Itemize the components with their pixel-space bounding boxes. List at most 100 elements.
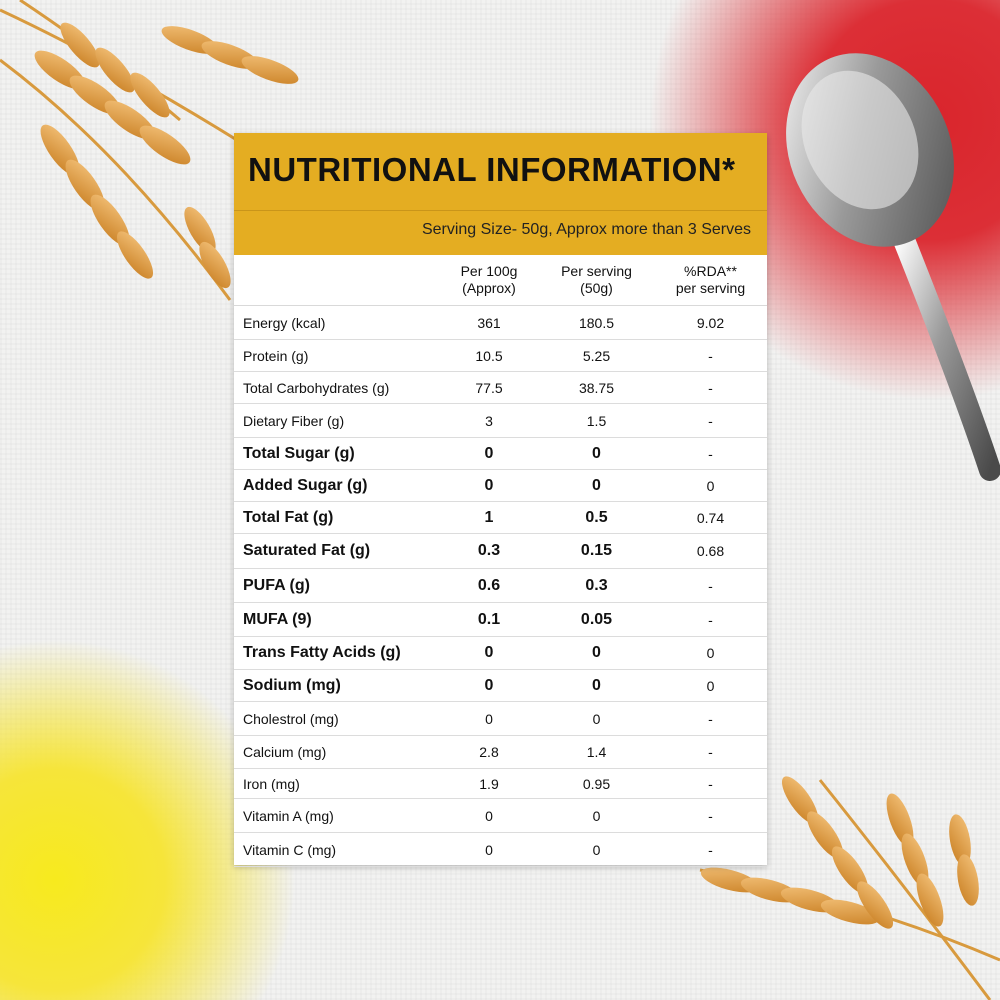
header-per-serving-label: Per serving <box>561 263 632 279</box>
nutrient-name: Calcium (mg) <box>234 735 439 769</box>
value-per-100g: 77.5 <box>439 371 539 404</box>
value-per-serving: 0.95 <box>539 768 654 799</box>
table-row: Energy (kcal) 361 180.5 9.02 <box>234 305 767 340</box>
value-per-100g: 10.5 <box>439 339 539 372</box>
value-per-100g: 0.1 <box>439 602 539 637</box>
value-per-100g: 0 <box>439 469 539 502</box>
value-per-serving: 0.05 <box>539 602 654 637</box>
wheat-icon <box>0 0 331 301</box>
table-row: MUFA (9) 0.1 0.05- <box>234 602 767 637</box>
nutrient-name: Vitamin A (mg) <box>234 798 439 833</box>
value-per-serving: 0 <box>539 669 654 702</box>
nutrient-name: Trans Fatty Acids (g) <box>234 636 439 670</box>
value-per-serving: 38.75 <box>539 371 654 404</box>
table-row: Saturated Fat (g) 0.3 0.15 0.68 <box>234 533 767 569</box>
value-per-100g: 361 <box>439 305 539 340</box>
value-per-100g: 0 <box>439 701 539 736</box>
wheat-icon <box>699 776 1000 1000</box>
header-nutrient <box>234 255 439 306</box>
table-row: Cholestrol (mg) 0 0- <box>234 701 767 736</box>
value-per-serving: 5.25 <box>539 339 654 372</box>
header-per-serving-sub: (50g) <box>580 280 613 296</box>
nutrient-name: PUFA (g) <box>234 568 439 603</box>
nutrient-name: Saturated Fat (g) <box>234 533 439 569</box>
nutrient-name: Total Fat (g) <box>234 501 439 534</box>
table-row: Vitamin C (mg) 0 0- <box>234 832 767 867</box>
value-rda: - <box>654 768 767 799</box>
value-per-100g: 0.3 <box>439 533 539 569</box>
table-row: Dietary Fiber (g) 3 1.5- <box>234 403 767 438</box>
value-rda: 0.68 <box>654 533 767 569</box>
table-row: Vitamin A (mg) 0 0- <box>234 798 767 833</box>
header-rda: %RDA** per serving <box>654 255 767 306</box>
table-row: Calcium (mg) 2.8 1.4- <box>234 735 767 769</box>
nutrient-name: Total Sugar (g) <box>234 437 439 470</box>
value-rda: - <box>654 339 767 372</box>
value-per-100g: 0 <box>439 832 539 867</box>
value-per-100g: 0 <box>439 798 539 833</box>
nutrient-name: Sodium (mg) <box>234 669 439 702</box>
spoon-icon <box>786 53 1000 481</box>
value-per-100g: 0 <box>439 437 539 470</box>
table-row: Protein (g) 10.5 5.25- <box>234 339 767 372</box>
table-row: PUFA (g) 0.6 0.3- <box>234 568 767 603</box>
value-rda: - <box>654 403 767 438</box>
value-per-serving: 0 <box>539 832 654 867</box>
nutrition-panel: NUTRITIONAL INFORMATION* Serving Size- 5… <box>234 133 767 867</box>
value-rda: - <box>654 602 767 637</box>
value-per-serving: 0 <box>539 701 654 736</box>
value-per-serving: 0 <box>539 798 654 833</box>
value-rda: 0.74 <box>654 501 767 534</box>
value-rda: 0 <box>654 636 767 670</box>
header-per-100g-sub: (Approx) <box>462 280 516 296</box>
value-rda: 0 <box>654 469 767 502</box>
table-row: Total Fat (g) 1 0.5 0.74 <box>234 501 767 534</box>
table-row: Sodium (mg) 0 0 0 <box>234 669 767 702</box>
nutrient-name: Energy (kcal) <box>234 305 439 340</box>
value-per-serving: 1.4 <box>539 735 654 769</box>
panel-header: NUTRITIONAL INFORMATION* Serving Size- 5… <box>234 133 767 255</box>
value-rda: - <box>654 735 767 769</box>
header-rda-label: %RDA** <box>684 263 737 279</box>
value-per-100g: 3 <box>439 403 539 438</box>
value-rda: 9.02 <box>654 305 767 340</box>
header-per-serving: Per serving (50g) <box>539 255 654 306</box>
nutrition-table: Per 100g (Approx) Per serving (50g) %RDA… <box>234 255 767 867</box>
value-per-100g: 1 <box>439 501 539 534</box>
value-per-serving: 0.5 <box>539 501 654 534</box>
value-per-serving: 0 <box>539 469 654 502</box>
value-per-100g: 2.8 <box>439 735 539 769</box>
table-row: Iron (mg) 1.9 0.95- <box>234 768 767 799</box>
value-rda: 0 <box>654 669 767 702</box>
value-per-100g: 0 <box>439 669 539 702</box>
value-per-serving: 0.15 <box>539 533 654 569</box>
value-rda: - <box>654 437 767 470</box>
nutrient-name: MUFA (9) <box>234 602 439 637</box>
value-per-serving: 0 <box>539 636 654 670</box>
value-rda: - <box>654 832 767 867</box>
value-per-serving: 0 <box>539 437 654 470</box>
header-rda-sub: per serving <box>675 280 746 296</box>
header-per-100g: Per 100g (Approx) <box>439 255 539 306</box>
value-rda: - <box>654 371 767 404</box>
value-per-serving: 1.5 <box>539 403 654 438</box>
nutrient-name: Iron (mg) <box>234 768 439 799</box>
value-rda: - <box>654 701 767 736</box>
value-per-serving: 0.3 <box>539 568 654 603</box>
value-rda: - <box>654 568 767 603</box>
nutrient-name: Vitamin C (mg) <box>234 832 439 867</box>
table-row: Total Sugar (g) 0 0- <box>234 437 767 470</box>
nutrient-name: Total Carbohydrates (g) <box>234 371 439 404</box>
nutrient-name: Added Sugar (g) <box>234 469 439 502</box>
value-per-100g: 0 <box>439 636 539 670</box>
table-row: Total Carbohydrates (g) 77.5 38.75- <box>234 371 767 404</box>
value-per-100g: 1.9 <box>439 768 539 799</box>
table-header-row: Per 100g (Approx) Per serving (50g) %RDA… <box>234 255 767 306</box>
value-rda: - <box>654 798 767 833</box>
value-per-100g: 0.6 <box>439 568 539 603</box>
nutrient-name: Cholestrol (mg) <box>234 701 439 736</box>
nutrient-name: Dietary Fiber (g) <box>234 403 439 438</box>
table-row: Added Sugar (g) 0 0 0 <box>234 469 767 502</box>
nutrient-name: Protein (g) <box>234 339 439 372</box>
